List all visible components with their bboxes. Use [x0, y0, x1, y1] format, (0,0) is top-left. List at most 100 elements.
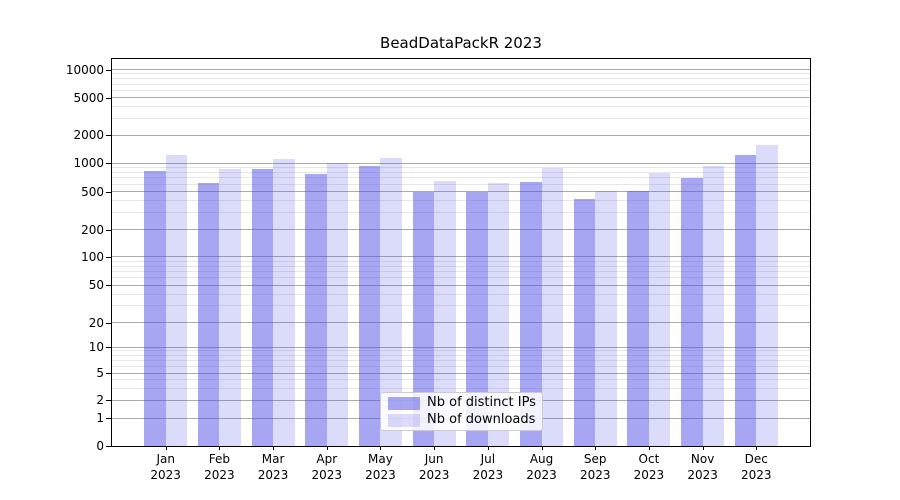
gridline-major-10000: [112, 69, 810, 71]
legend-swatch-downloads: [388, 413, 420, 427]
bar-nb-of-distinct-ips-jun: [412, 191, 435, 446]
x-tick-mark-may: [380, 446, 382, 450]
x-tick-label-dec: Dec 2023: [741, 452, 772, 482]
x-tick-mark-aug: [541, 446, 543, 450]
gridline-minor-7000: [112, 83, 810, 85]
gridline-minor-3: [112, 387, 810, 389]
y-tick-mark-0: [106, 446, 111, 447]
gridline-minor-3000: [112, 118, 810, 120]
x-tick-label-jun: Jun 2023: [418, 452, 450, 482]
y-tick-label-10000: 10000: [65, 62, 104, 77]
y-tick-mark-1000: [106, 163, 111, 165]
gridline-major-500: [112, 191, 810, 192]
y-tick-label-1: 1: [96, 411, 104, 426]
bar-nb-of-distinct-ips-jan: [144, 170, 166, 446]
bar-nb-of-downloads-jun: [434, 181, 456, 446]
legend-label-downloads: Nb of downloads: [427, 412, 536, 427]
bar-nb-of-downloads-dec: [756, 144, 778, 446]
gridline-minor-30: [112, 305, 810, 307]
gridline-minor-9: [112, 350, 810, 352]
bar-nb-of-downloads-mar: [273, 159, 295, 446]
bar-nb-of-distinct-ips-dec: [734, 155, 757, 446]
x-tick-mark-sep: [595, 446, 597, 450]
gridline-major-1000: [112, 162, 810, 164]
bar-nb-of-distinct-ips-may: [358, 166, 381, 446]
bar-nb-of-downloads-jul: [487, 182, 510, 446]
x-tick-label-feb: Feb 2023: [204, 452, 235, 482]
y-tick-mark-50: [106, 285, 111, 287]
gridline-major-50: [112, 284, 810, 286]
x-tick-mark-apr: [326, 446, 328, 450]
gridline-minor-800: [112, 171, 810, 173]
y-tick-label-20: 20: [88, 315, 104, 330]
plot-area: Nb of distinct IPs Nb of downloads: [111, 58, 811, 447]
y-tick-mark-10000: [106, 69, 111, 71]
bar-nb-of-downloads-nov: [702, 166, 725, 446]
gridline-major-20: [112, 322, 810, 323]
x-tick-label-aug: Aug 2023: [526, 452, 557, 482]
gridline-minor-80: [112, 265, 810, 267]
y-tick-mark-500: [106, 191, 111, 193]
y-tick-label-50: 50: [88, 278, 104, 293]
gridline-minor-6000: [112, 89, 810, 91]
y-tick-mark-2000: [106, 135, 111, 137]
y-tick-label-500: 500: [81, 184, 104, 199]
y-tick-label-100: 100: [81, 249, 104, 264]
y-tick-label-2: 2: [96, 393, 104, 408]
gridline-major-200: [112, 229, 810, 230]
bar-nb-of-downloads-oct: [648, 173, 671, 446]
y-tick-label-10: 10: [88, 340, 104, 354]
gridline-major-100: [112, 256, 810, 258]
bar-nb-of-distinct-ips-mar: [251, 169, 274, 446]
gridline-major-2000: [112, 134, 810, 136]
y-tick-label-0: 0: [96, 439, 104, 453]
y-tick-mark-20: [106, 322, 111, 324]
bar-nb-of-distinct-ips-apr: [305, 173, 327, 446]
legend-swatch-distinct-ips: [388, 396, 420, 410]
x-tick-mark-jun: [434, 446, 436, 450]
gridline-minor-9000: [112, 73, 810, 75]
bar-nb-of-downloads-sep: [595, 190, 617, 446]
x-tick-mark-feb: [219, 446, 221, 450]
x-tick-label-apr: Apr 2023: [311, 452, 343, 482]
y-tick-label-5: 5: [96, 366, 104, 380]
legend-label-distinct-ips: Nb of distinct IPs: [427, 395, 536, 410]
bar-nb-of-downloads-apr: [326, 162, 349, 446]
bar-nb-of-downloads-aug: [541, 168, 563, 446]
gridline-minor-60: [112, 277, 810, 279]
y-tick-label-1000: 1000: [73, 156, 104, 171]
x-tick-mark-oct: [648, 446, 650, 450]
bar-nb-of-distinct-ips-nov: [681, 178, 703, 446]
bar-nb-of-distinct-ips-feb: [197, 183, 220, 446]
legend: Nb of distinct IPs Nb of downloads: [380, 392, 543, 431]
x-tick-label-nov: Nov 2023: [687, 452, 718, 482]
y-tick-mark-5000: [106, 97, 111, 99]
x-tick-label-jan: Jan 2023: [150, 452, 181, 482]
bar-nb-of-downloads-jan: [165, 154, 188, 446]
x-tick-mark-jan: [165, 446, 167, 450]
bar-nb-of-distinct-ips-aug: [520, 181, 542, 446]
x-tick-mark-mar: [273, 446, 275, 450]
gridline-minor-6: [112, 365, 810, 367]
y-tick-label-2000: 2000: [73, 128, 104, 143]
gridline-minor-300: [112, 212, 810, 214]
bar-nb-of-downloads-feb: [219, 169, 241, 446]
legend-item-downloads: Nb of downloads: [388, 413, 535, 427]
gridline-minor-4: [112, 379, 810, 381]
y-tick-mark-5: [106, 373, 111, 374]
y-tick-mark-1: [106, 418, 111, 420]
gridline-minor-90: [112, 260, 810, 262]
y-tick-mark-200: [106, 229, 111, 231]
gridline-minor-40: [112, 293, 810, 295]
gridline-minor-700: [112, 177, 810, 179]
x-tick-label-mar: Mar 2023: [257, 452, 289, 482]
x-tick-mark-dec: [756, 446, 758, 450]
y-tick-mark-2: [106, 400, 111, 402]
bar-nb-of-distinct-ips-oct: [627, 190, 649, 446]
y-tick-label-5000: 5000: [73, 90, 104, 105]
gridline-major-5000: [112, 97, 810, 99]
gridline-minor-70: [112, 271, 810, 272]
gridline-minor-400: [112, 200, 810, 202]
x-tick-label-may: May 2023: [365, 452, 396, 482]
